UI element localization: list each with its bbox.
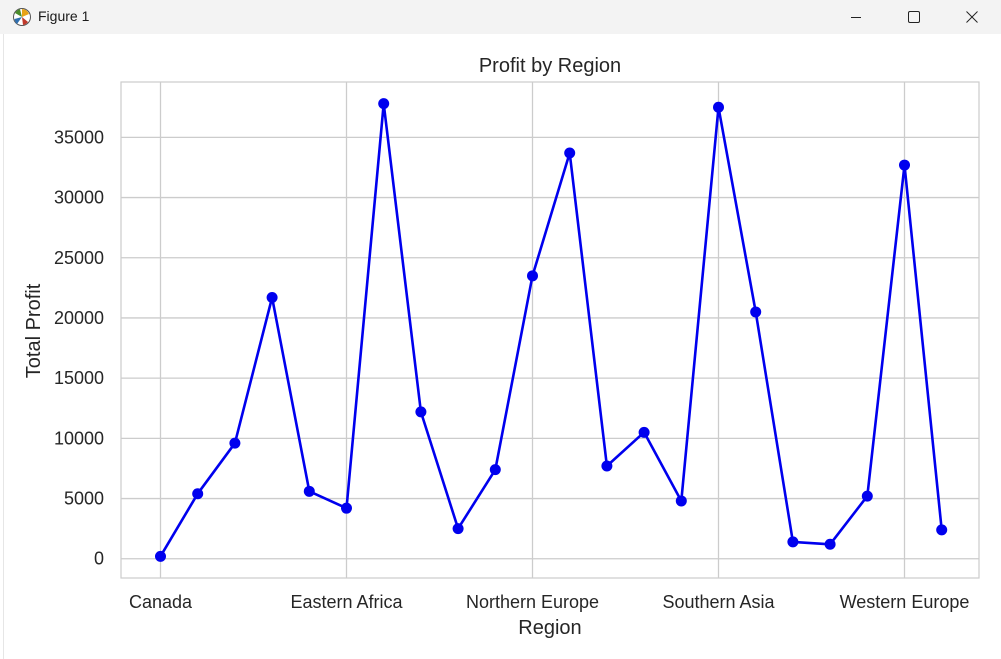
grid [121, 82, 979, 578]
y-tick-label: 25000 [54, 248, 104, 268]
x-tick-label: Canada [129, 592, 193, 612]
close-button[interactable] [943, 0, 1001, 34]
data-point [155, 550, 166, 562]
window-title: Figure 1 [38, 8, 90, 24]
maximize-button[interactable] [885, 0, 943, 34]
y-tick-label: 35000 [54, 127, 104, 147]
data-point [303, 485, 315, 497]
y-axis-label: Total Profit [23, 283, 45, 378]
data-point [750, 306, 762, 318]
window-titlebar: Figure 1 [0, 0, 1001, 34]
data-point [527, 270, 538, 282]
window-left-border [0, 34, 4, 659]
x-tick-label: Northern Europe [466, 592, 599, 612]
plot-frame [120, 81, 980, 579]
data-point [192, 488, 204, 500]
y-tick-label: 0 [94, 549, 104, 569]
data-point [229, 437, 241, 449]
y-tick-label: 20000 [54, 308, 104, 328]
close-icon [966, 11, 978, 23]
tick-labels: 0 5000 10000 15000 20000 25000 30000 35000 Canad… [54, 127, 969, 612]
minimize-button[interactable] [827, 0, 885, 34]
x-axis-label: Region [518, 617, 581, 639]
data-point [861, 490, 873, 502]
data-point [787, 536, 799, 548]
y-tick-label: 15000 [54, 368, 104, 388]
data-point [899, 159, 910, 171]
series-line [159, 102, 943, 557]
data-point [489, 464, 501, 476]
chart-title: Profit by Region [479, 55, 621, 77]
data-point [564, 147, 576, 159]
data-point [601, 460, 613, 472]
y-tick-label: 30000 [54, 188, 104, 208]
data-point [713, 101, 724, 113]
series [155, 98, 948, 562]
matplotlib-icon [13, 8, 31, 26]
maximize-icon [908, 11, 920, 23]
y-tick-label: 10000 [54, 428, 104, 448]
x-tick-label: Western Europe [840, 592, 970, 612]
data-point [638, 426, 650, 438]
x-tick-label: Southern Asia [662, 592, 775, 612]
x-tick-label: Eastern Africa [290, 592, 403, 612]
data-point [936, 524, 948, 536]
data-point [341, 502, 352, 514]
data-point [824, 538, 836, 550]
y-tick-label: 5000 [64, 489, 104, 509]
data-point [378, 98, 390, 110]
data-point [452, 523, 464, 535]
data-point [266, 291, 278, 303]
minimize-icon [851, 17, 861, 18]
line-chart: 0 5000 10000 15000 20000 25000 30000 35000 Canad… [23, 55, 980, 639]
data-point [415, 406, 427, 418]
data-point [675, 495, 687, 507]
